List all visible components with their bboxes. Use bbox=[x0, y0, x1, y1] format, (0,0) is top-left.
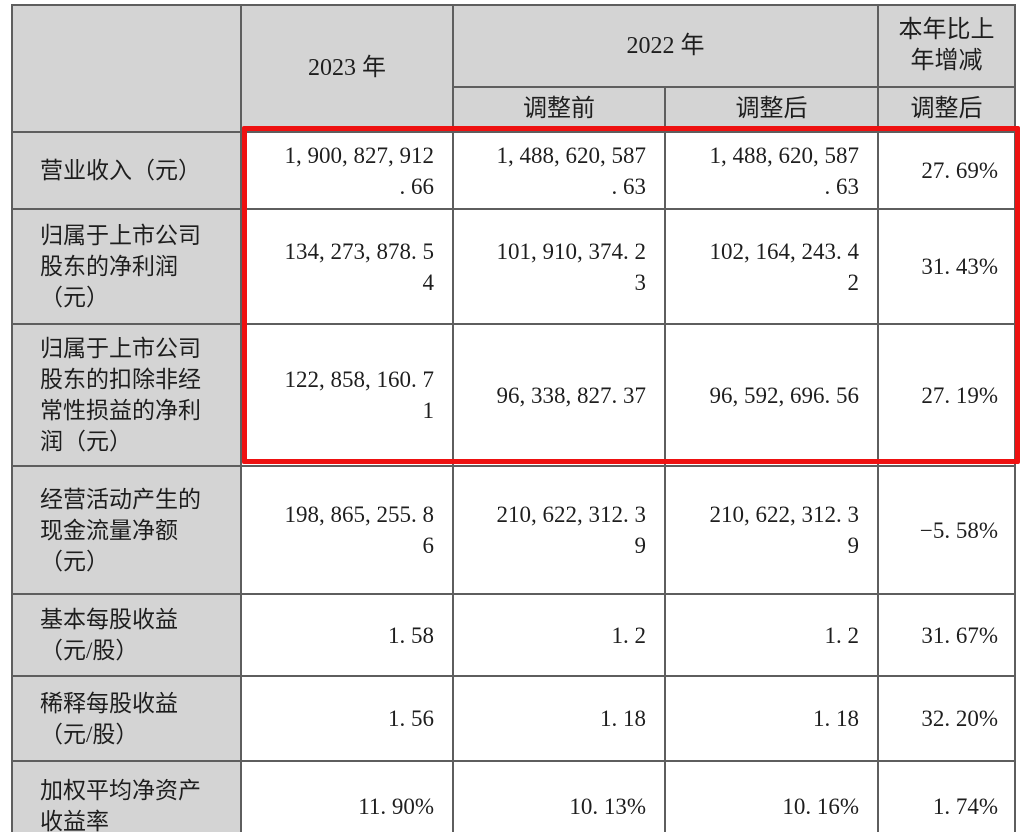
value-2022-post: 1, 488, 620, 587 . 63 bbox=[664, 131, 879, 210]
financial-summary-table: 2023 年 2022 年 本年比上 年增减 调整前 调整后 调整后 营业收入（… bbox=[11, 4, 1016, 832]
value-2022-pre: 101, 910, 374. 2 3 bbox=[452, 208, 666, 325]
corner-cell bbox=[11, 4, 242, 133]
value-change: 27. 69% bbox=[877, 131, 1016, 210]
table-row-weighted-avg-roe: 加权平均净资产 收益率 11. 90% 10. 13% 10. 16% 1. 7… bbox=[11, 760, 1016, 832]
subheader-change-post-adjustment: 调整后 bbox=[877, 86, 1016, 133]
value-2022-post: 1. 18 bbox=[664, 675, 879, 762]
row-label: 经营活动产生的 现金流量净额 （元） bbox=[11, 465, 242, 595]
value-2023: 1. 58 bbox=[240, 593, 454, 677]
value-2022-pre: 10. 13% bbox=[452, 760, 666, 832]
value-2023: 1, 900, 827, 912 . 66 bbox=[240, 131, 454, 210]
value-change: 27. 19% bbox=[877, 323, 1016, 467]
table-row-operating-revenue: 营业收入（元） 1, 900, 827, 912 . 66 1, 488, 62… bbox=[11, 131, 1016, 210]
value-2023: 198, 865, 255. 8 6 bbox=[240, 465, 454, 595]
value-2022-post: 210, 622, 312. 3 9 bbox=[664, 465, 879, 595]
row-label: 基本每股收益 （元/股） bbox=[11, 593, 242, 677]
table-row-net-profit-excl-nonrecurring: 归属于上市公司 股东的扣除非经 常性损益的净利 润（元） 122, 858, 1… bbox=[11, 323, 1016, 467]
subheader-post-adjustment: 调整后 bbox=[664, 86, 879, 133]
row-label: 加权平均净资产 收益率 bbox=[11, 760, 242, 832]
row-label: 稀释每股收益 （元/股） bbox=[11, 675, 242, 762]
value-2022-post: 10. 16% bbox=[664, 760, 879, 832]
row-label: 营业收入（元） bbox=[11, 131, 242, 210]
value-change: 1. 74% bbox=[877, 760, 1016, 832]
value-change: −5. 58% bbox=[877, 465, 1016, 595]
value-2022-pre: 96, 338, 827. 37 bbox=[452, 323, 666, 467]
col-header-yoy-change: 本年比上 年增减 bbox=[877, 4, 1016, 88]
table-row-operating-cash-flow: 经营活动产生的 现金流量净额 （元） 198, 865, 255. 8 6 21… bbox=[11, 465, 1016, 595]
row-label: 归属于上市公司 股东的扣除非经 常性损益的净利 润（元） bbox=[11, 323, 242, 467]
value-2022-post: 96, 592, 696. 56 bbox=[664, 323, 879, 467]
value-2023: 122, 858, 160. 7 1 bbox=[240, 323, 454, 467]
value-2022-pre: 1, 488, 620, 587 . 63 bbox=[452, 131, 666, 210]
value-2023: 134, 273, 878. 5 4 bbox=[240, 208, 454, 325]
value-2022-post: 102, 164, 243. 4 2 bbox=[664, 208, 879, 325]
subheader-pre-adjustment: 调整前 bbox=[452, 86, 666, 133]
value-2022-post: 1. 2 bbox=[664, 593, 879, 677]
value-2022-pre: 1. 18 bbox=[452, 675, 666, 762]
col-header-2022: 2022 年 bbox=[452, 4, 879, 88]
value-2023: 1. 56 bbox=[240, 675, 454, 762]
col-header-2023: 2023 年 bbox=[240, 4, 454, 133]
row-label: 归属于上市公司 股东的净利润 （元） bbox=[11, 208, 242, 325]
table-row-basic-eps: 基本每股收益 （元/股） 1. 58 1. 2 1. 2 31. 67% bbox=[11, 593, 1016, 677]
value-change: 31. 43% bbox=[877, 208, 1016, 325]
value-change: 31. 67% bbox=[877, 593, 1016, 677]
table-row-diluted-eps: 稀释每股收益 （元/股） 1. 56 1. 18 1. 18 32. 20% bbox=[11, 675, 1016, 762]
value-2023: 11. 90% bbox=[240, 760, 454, 832]
value-change: 32. 20% bbox=[877, 675, 1016, 762]
table-row-net-profit: 归属于上市公司 股东的净利润 （元） 134, 273, 878. 5 4 10… bbox=[11, 208, 1016, 325]
value-2022-pre: 210, 622, 312. 3 9 bbox=[452, 465, 666, 595]
value-2022-pre: 1. 2 bbox=[452, 593, 666, 677]
